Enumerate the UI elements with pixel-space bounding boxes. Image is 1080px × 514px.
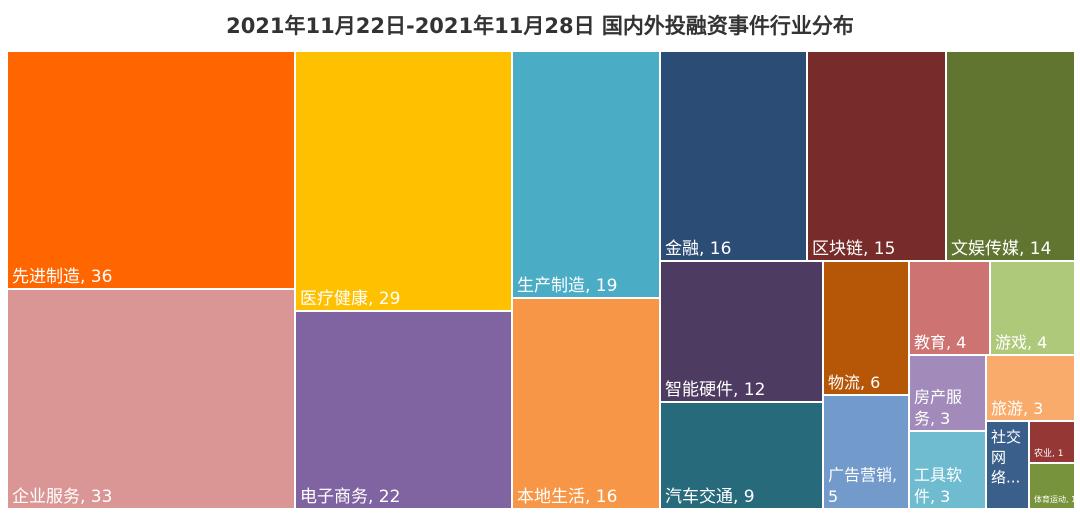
treemap-tile: 先进制造, 36	[6, 50, 296, 290]
treemap-tile: 体育运动, 1	[1028, 462, 1076, 510]
tile-label: 游戏, 4	[995, 333, 1047, 352]
treemap-tile: 农业, 1	[1028, 420, 1076, 464]
tile-label: 网	[991, 448, 1006, 466]
treemap-tile: 物流, 6	[822, 260, 910, 396]
treemap-rect	[806, 50, 947, 262]
treemap-rect	[294, 50, 513, 312]
tile-label: 汽车交通, 9	[665, 487, 755, 507]
tile-label: 先进制造, 36	[12, 267, 112, 287]
treemap-rect	[985, 354, 1076, 422]
tile-label: 旅游, 3	[991, 399, 1043, 418]
tile-label: 工具软	[914, 465, 962, 484]
treemap-tile: 汽车交通, 9	[659, 401, 824, 510]
treemap-rect	[822, 394, 910, 510]
treemap-rect	[945, 50, 1076, 262]
treemap-tile: 广告营销, 5	[822, 394, 910, 510]
tile-label: 智能硬件, 12	[665, 380, 765, 400]
treemap-tile: 电子商务, 22	[294, 310, 513, 510]
treemap-tile: 教育, 4	[908, 260, 991, 356]
treemap-rect	[6, 50, 296, 290]
tile-label: 医疗健康, 29	[300, 289, 400, 309]
treemap-rect	[6, 288, 296, 510]
tile-label: 本地生活, 16	[517, 487, 617, 507]
treemap-tile: 医疗健康, 29	[294, 50, 513, 312]
tile-label: 社交	[991, 428, 1021, 446]
treemap-rect	[511, 297, 661, 510]
treemap-rect	[659, 401, 824, 510]
treemap-rect	[294, 310, 513, 510]
tile-label: 教育, 4	[914, 333, 966, 352]
treemap-tile: 生产制造, 19	[511, 50, 661, 299]
treemap-tile: 本地生活, 16	[511, 297, 661, 510]
treemap-tile: 社交网络...	[985, 420, 1030, 510]
treemap-rect	[822, 260, 910, 396]
tile-label: 务, 3	[914, 409, 950, 428]
treemap-rect	[659, 50, 808, 262]
tile-label: 农业, 1	[1034, 447, 1063, 459]
tile-label: 文娱传媒, 14	[951, 239, 1051, 259]
tile-label: 物流, 6	[828, 373, 880, 392]
treemap-tile: 金融, 16	[659, 50, 808, 262]
tile-label: 络...	[991, 469, 1020, 487]
treemap-tile: 区块链, 15	[806, 50, 947, 262]
tile-label: 电子商务, 22	[300, 487, 400, 507]
tile-label: 体育运动, 1	[1034, 494, 1076, 504]
tile-label: 金融, 16	[665, 239, 731, 259]
tile-label: 5	[828, 487, 838, 506]
treemap-rect	[659, 260, 824, 403]
tile-label: 件, 3	[914, 487, 950, 506]
tile-label: 企业服务, 33	[12, 487, 112, 507]
treemap-rect	[908, 430, 987, 510]
tile-label: 生产制造, 19	[517, 276, 617, 296]
treemap-tile: 旅游, 3	[985, 354, 1076, 422]
tile-label: 广告营销,	[828, 465, 897, 484]
treemap-rect	[1028, 462, 1076, 510]
treemap-tile: 智能硬件, 12	[659, 260, 824, 403]
tile-label: 区块链, 15	[812, 239, 895, 259]
chart-title: 2021年11月22日-2021年11月28日 国内外投融资事件行业分布	[226, 14, 854, 38]
treemap-tile: 游戏, 4	[989, 260, 1076, 356]
tile-label: 房产服	[914, 387, 962, 406]
treemap-tile: 文娱传媒, 14	[945, 50, 1076, 262]
treemap-tile: 企业服务, 33	[6, 288, 296, 510]
treemap-rect	[985, 420, 1030, 510]
treemap-rect	[511, 50, 661, 299]
